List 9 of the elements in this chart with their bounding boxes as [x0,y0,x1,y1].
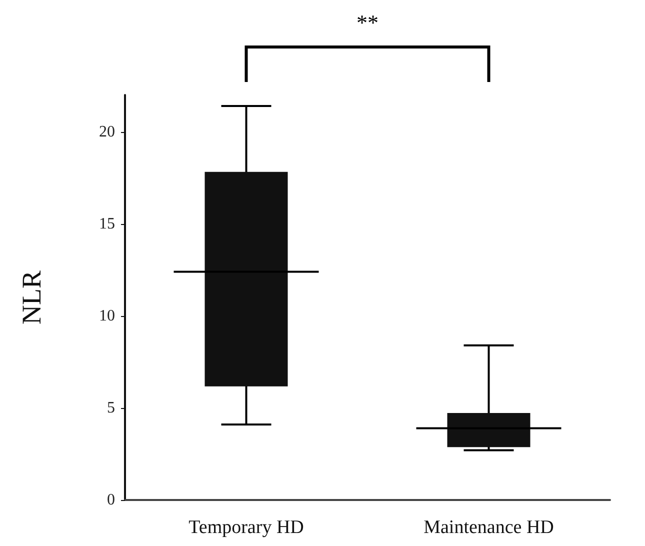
y-tick-label: 15 [99,215,115,232]
y-tick-label: 10 [99,307,115,324]
x-tick-label: Temporary HD [188,517,304,538]
y-tick-label: 5 [107,399,115,416]
y-tick-label: 0 [107,492,115,508]
y-tick-label: 20 [99,123,115,140]
text: ** [356,10,378,35]
x-tick-label: Maintenance HD [424,517,554,538]
y-axis-title: NLR [16,270,46,324]
